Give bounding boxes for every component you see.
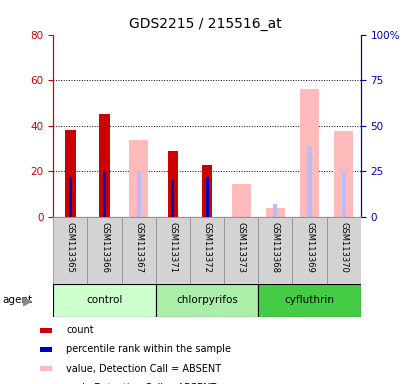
Text: count: count: [66, 325, 93, 335]
Bar: [99, 114, 110, 217]
Bar: [273, 204, 277, 217]
Text: GSM113368: GSM113368: [270, 222, 279, 273]
Bar: [136, 171, 140, 217]
Bar: [167, 151, 178, 217]
Bar: [155, 217, 189, 284]
Bar: [189, 217, 224, 284]
Bar: [129, 141, 148, 217]
Text: GSM113366: GSM113366: [100, 222, 109, 273]
Bar: [333, 131, 352, 217]
Text: rank, Detection Call = ABSENT: rank, Detection Call = ABSENT: [66, 383, 216, 384]
Bar: [40, 328, 52, 333]
Bar: [201, 164, 212, 217]
Bar: [155, 284, 258, 317]
Text: GSM113365: GSM113365: [66, 222, 75, 273]
Text: GSM113370: GSM113370: [338, 222, 347, 273]
Bar: [121, 217, 155, 284]
Text: GDS2215 / 215516_at: GDS2215 / 215516_at: [128, 17, 281, 31]
Bar: [307, 146, 311, 217]
Text: GSM113367: GSM113367: [134, 222, 143, 273]
Text: GSM113371: GSM113371: [168, 222, 177, 273]
Bar: [40, 347, 52, 352]
Text: percentile rank within the sample: percentile rank within the sample: [66, 344, 230, 354]
Bar: [40, 366, 52, 371]
Text: GSM113372: GSM113372: [202, 222, 211, 273]
Bar: [103, 171, 106, 217]
Text: GSM113373: GSM113373: [236, 222, 245, 273]
Text: agent: agent: [2, 295, 32, 306]
Bar: [326, 217, 360, 284]
Text: ▶: ▶: [23, 294, 33, 307]
Text: value, Detection Call = ABSENT: value, Detection Call = ABSENT: [66, 364, 220, 374]
Bar: [53, 284, 155, 317]
Text: chlorpyrifos: chlorpyrifos: [176, 295, 237, 306]
Bar: [224, 217, 258, 284]
Text: cyfluthrin: cyfluthrin: [284, 295, 334, 306]
Bar: [205, 177, 208, 217]
Bar: [65, 130, 75, 217]
Bar: [53, 217, 87, 284]
Bar: [231, 184, 250, 217]
Bar: [299, 89, 318, 217]
Bar: [69, 177, 72, 217]
Bar: [292, 217, 326, 284]
Bar: [171, 180, 174, 217]
Text: control: control: [86, 295, 122, 306]
Bar: [87, 217, 121, 284]
Bar: [341, 171, 345, 217]
Text: GSM113369: GSM113369: [304, 222, 313, 273]
Bar: [265, 208, 284, 217]
Bar: [258, 217, 292, 284]
Bar: [258, 284, 360, 317]
